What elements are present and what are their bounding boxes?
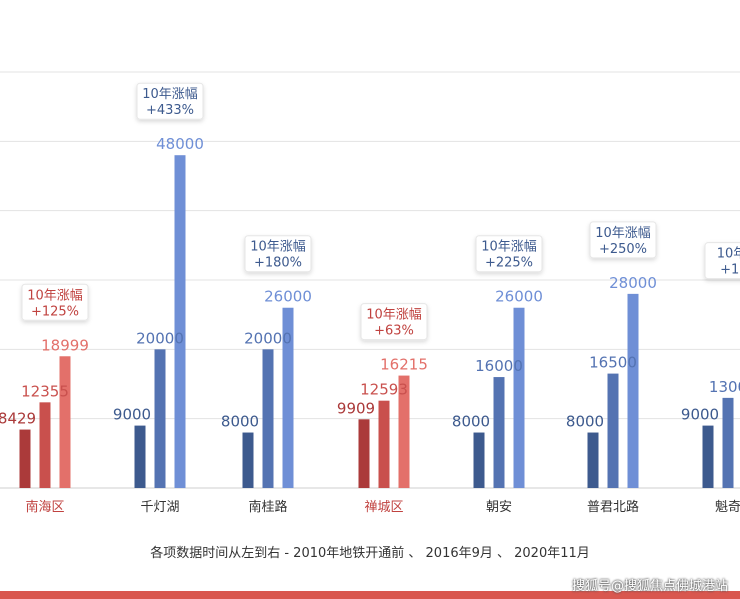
- annotation-value: +180%: [254, 256, 302, 271]
- bar-5-series-1: [473, 432, 485, 488]
- annotation-value: +166: [720, 263, 740, 278]
- annotation-box: [589, 221, 657, 259]
- value-label: 12355: [21, 382, 69, 400]
- annotation-value: +433%: [146, 103, 194, 118]
- value-label: 18999: [41, 336, 89, 354]
- value-label: 28000: [609, 274, 657, 292]
- bar-6-series-2: [607, 373, 619, 488]
- value-label: 8000: [452, 413, 490, 431]
- value-label: 8000: [221, 413, 259, 431]
- bar-5-series-2: [493, 377, 505, 488]
- value-label: 26000: [264, 288, 312, 306]
- annotation-title: 10年涨: [717, 247, 740, 262]
- bar-3-series-3: [282, 307, 294, 488]
- annotation-value: +63%: [374, 324, 414, 339]
- chart-caption: 各项数据时间从左到右 - 2010年地铁开通前 、 2016年9月 、 2020…: [150, 545, 590, 561]
- annotation-box: [704, 242, 740, 280]
- value-label: 12593: [360, 381, 408, 399]
- value-label: 9000: [681, 406, 719, 424]
- value-label: 16000: [475, 357, 523, 375]
- annotation-value: +125%: [31, 304, 79, 319]
- value-label: 1300: [709, 378, 740, 396]
- value-label: 9909: [337, 399, 375, 417]
- annotation-box: [21, 283, 89, 321]
- annotation-value: +250%: [599, 242, 647, 257]
- category-label: 南桂路: [248, 499, 287, 515]
- category-label: 南海区: [25, 499, 64, 515]
- bar-1-series-3: [59, 356, 71, 488]
- annotation-box: [475, 235, 543, 273]
- bar-2-series-3: [174, 155, 186, 488]
- bottom-accent-bar: [0, 591, 740, 599]
- category-label: 千灯湖: [140, 500, 179, 515]
- category-label: 普君北路: [587, 499, 639, 515]
- bar-5-series-3: [513, 307, 525, 488]
- value-label: 20000: [244, 329, 292, 347]
- annotation-box: [360, 303, 428, 341]
- annotation-title: 10年涨幅: [366, 308, 422, 323]
- value-label: 20000: [136, 329, 184, 347]
- annotation-box: [136, 82, 204, 120]
- annotation-title: 10年涨幅: [142, 87, 198, 102]
- bar-3-series-1: [242, 432, 254, 488]
- category-label: 禅城区: [364, 500, 403, 515]
- bar-2-series-2: [154, 349, 166, 488]
- value-label: 9000: [113, 406, 151, 424]
- value-label: 26000: [495, 288, 543, 306]
- category-label: 朝安: [486, 500, 512, 515]
- bar-3-series-2: [262, 349, 274, 488]
- bar-6-series-3: [627, 293, 639, 488]
- annotation-title: 10年涨幅: [595, 226, 651, 241]
- value-label: 8000: [566, 413, 604, 431]
- bar-2-series-1: [134, 425, 146, 488]
- annotation-title: 10年涨幅: [27, 288, 83, 303]
- annotation-value: +225%: [485, 256, 533, 271]
- bar-6-series-1: [587, 432, 599, 488]
- bar-1-series-2: [39, 402, 51, 488]
- bar-4-series-1: [358, 419, 370, 488]
- bar-7-series-2: [722, 397, 734, 488]
- category-label: 魁奇: [715, 499, 740, 515]
- annotation-title: 10年涨幅: [250, 240, 306, 255]
- watermark-text: 搜狐号@搜狐焦点佛城港站: [571, 579, 728, 594]
- bar-4-series-2: [378, 400, 390, 488]
- bar-4-series-3: [398, 375, 410, 488]
- annotation-title: 10年涨幅: [481, 240, 537, 255]
- bar-1-series-1: [19, 429, 31, 488]
- value-label: 48000: [156, 135, 204, 153]
- value-label: 16215: [380, 356, 428, 374]
- value-label: 8429: [0, 410, 36, 428]
- bar-7-series-1: [702, 425, 714, 488]
- value-label: 16500: [589, 354, 637, 372]
- annotation-box: [244, 235, 312, 273]
